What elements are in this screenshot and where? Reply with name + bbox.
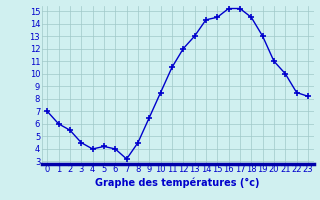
X-axis label: Graphe des températures (°c): Graphe des températures (°c) xyxy=(95,177,260,188)
